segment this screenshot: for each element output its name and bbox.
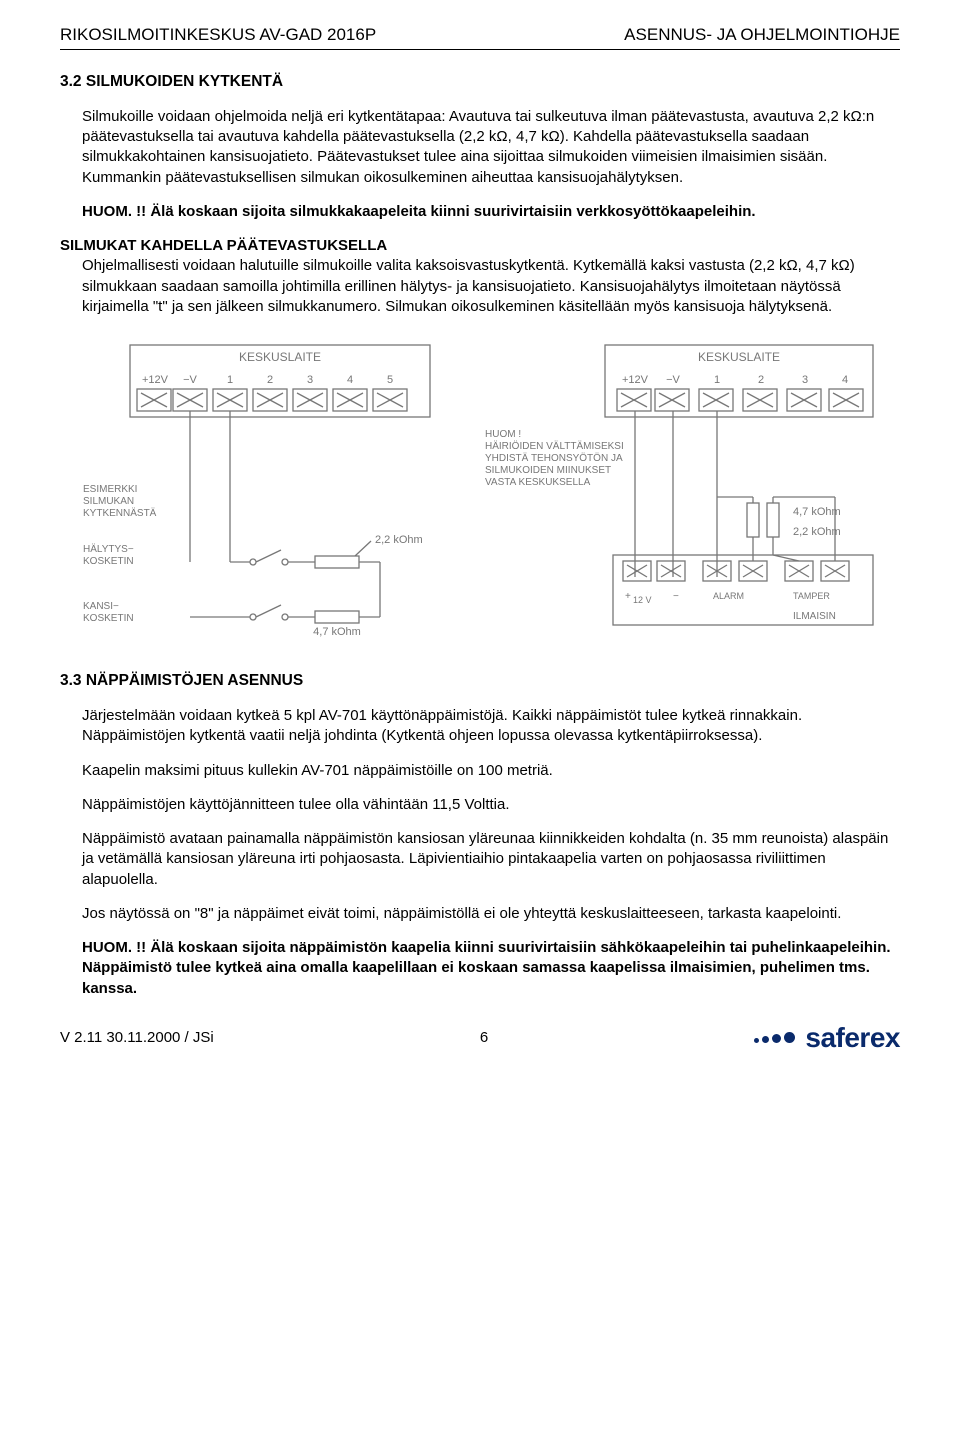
footer: V 2.11 30.11.2000 / JSi 6 saferex [60, 1019, 900, 1057]
svg-text:1: 1 [227, 374, 233, 386]
svg-text:ESIMERKKI SILMUKAN: ESIMERKKI SILMUKAN KYTKENNÄSTÄ [83, 484, 157, 519]
svg-text:2: 2 [267, 374, 273, 386]
footer-version: V 2.11 30.11.2000 / JSi [60, 1028, 214, 1048]
section-3-2-title: 3.2 SILMUKOIDEN KYTKENTÄ [60, 72, 900, 93]
svg-text:KANSI− KOSKETIN: KANSI− KOSKETIN [83, 601, 134, 624]
logo: saferex [754, 1019, 900, 1057]
header-rule [60, 49, 900, 50]
s33-p4: Näppäimistö avataan painamalla näppäimis… [60, 829, 900, 890]
svg-text:HUOM ! HÄIRIÖIDEN VÄ: HUOM ! HÄIRIÖIDEN VÄLTTÄMISEKSI YHDISTÄ … [485, 429, 627, 488]
svg-text:2,2 kOhm: 2,2 kOhm [793, 526, 841, 538]
svg-text:2,2 kOhm: 2,2 kOhm [375, 534, 423, 546]
svg-text:TAMPER: TAMPER [793, 591, 830, 601]
logo-text: saferex [805, 1019, 900, 1057]
svg-text:3: 3 [307, 374, 313, 386]
svg-text:3: 3 [802, 374, 808, 386]
svg-text:4: 4 [842, 374, 848, 386]
s33-huom: HUOM. !! Älä koskaan sijoita näppäimistö… [60, 938, 900, 999]
s33-p1: Järjestelmään voidaan kytkeä 5 kpl AV-70… [60, 706, 900, 747]
svg-text:−: − [673, 591, 679, 602]
s33-p2: Kaapelin maksimi pituus kullekin AV-701 … [60, 761, 900, 781]
section-3-3-title: 3.3 NÄPPÄIMISTÖJEN ASENNUS [60, 671, 900, 692]
svg-text:ALARM: ALARM [713, 591, 744, 601]
svg-text:+12V: +12V [622, 374, 649, 386]
s33-p3: Näppäimistöjen käyttöjännitteen tulee ol… [60, 795, 900, 815]
header-left: RIKOSILMOITINKESKUS AV-GAD 2016P [60, 24, 376, 47]
diagram-right: KESKUSLAITE +12V −V 1 2 3 4 HUO [485, 337, 885, 637]
svg-text:4,7 kOhm: 4,7 kOhm [793, 506, 841, 518]
logo-dots-icon [754, 1032, 795, 1043]
svg-text:1: 1 [714, 374, 720, 386]
svg-text:4,7 kOhm: 4,7 kOhm [313, 626, 361, 637]
s33-p5: Jos näytössä on "8" ja näppäimet eivät t… [60, 904, 900, 924]
svg-text:ILMAISIN: ILMAISIN [793, 611, 836, 622]
svg-text:12 V: 12 V [633, 595, 652, 605]
svg-text:2: 2 [758, 374, 764, 386]
diagram-left: KESKUSLAITE +12V −V 1 2 3 4 5 [75, 337, 455, 637]
header-row: RIKOSILMOITINKESKUS AV-GAD 2016P ASENNUS… [60, 24, 900, 49]
svg-text:5: 5 [387, 374, 393, 386]
svg-text:−V: −V [666, 374, 680, 386]
header-right: ASENNUS- JA OHJELMOINTIOHJE [624, 24, 900, 47]
svg-text:−V: −V [183, 374, 197, 386]
svg-text:KESKUSLAITE: KESKUSLAITE [698, 350, 780, 364]
svg-text:HÄLYTYS− KOSKETIN: HÄLYTYS− KOSKETIN [83, 543, 136, 567]
svg-text:+: + [625, 591, 631, 602]
svg-text:4: 4 [347, 374, 353, 386]
section-3-2-p1: Silmukoille voidaan ohjelmoida neljä eri… [60, 107, 900, 188]
section-3-2-huom: HUOM. !! Älä koskaan sijoita silmukkakaa… [60, 202, 900, 222]
svg-text:+12V: +12V [142, 374, 169, 386]
footer-page: 6 [480, 1028, 488, 1048]
silmukat-title: SILMUKAT KAHDELLA PÄÄTEVASTUKSELLA [60, 236, 900, 256]
dl-title: KESKUSLAITE [239, 350, 321, 364]
silmukat-p: Ohjelmallisesti voidaan halutuille silmu… [60, 256, 900, 317]
diagrams-row: KESKUSLAITE +12V −V 1 2 3 4 5 [60, 337, 900, 637]
